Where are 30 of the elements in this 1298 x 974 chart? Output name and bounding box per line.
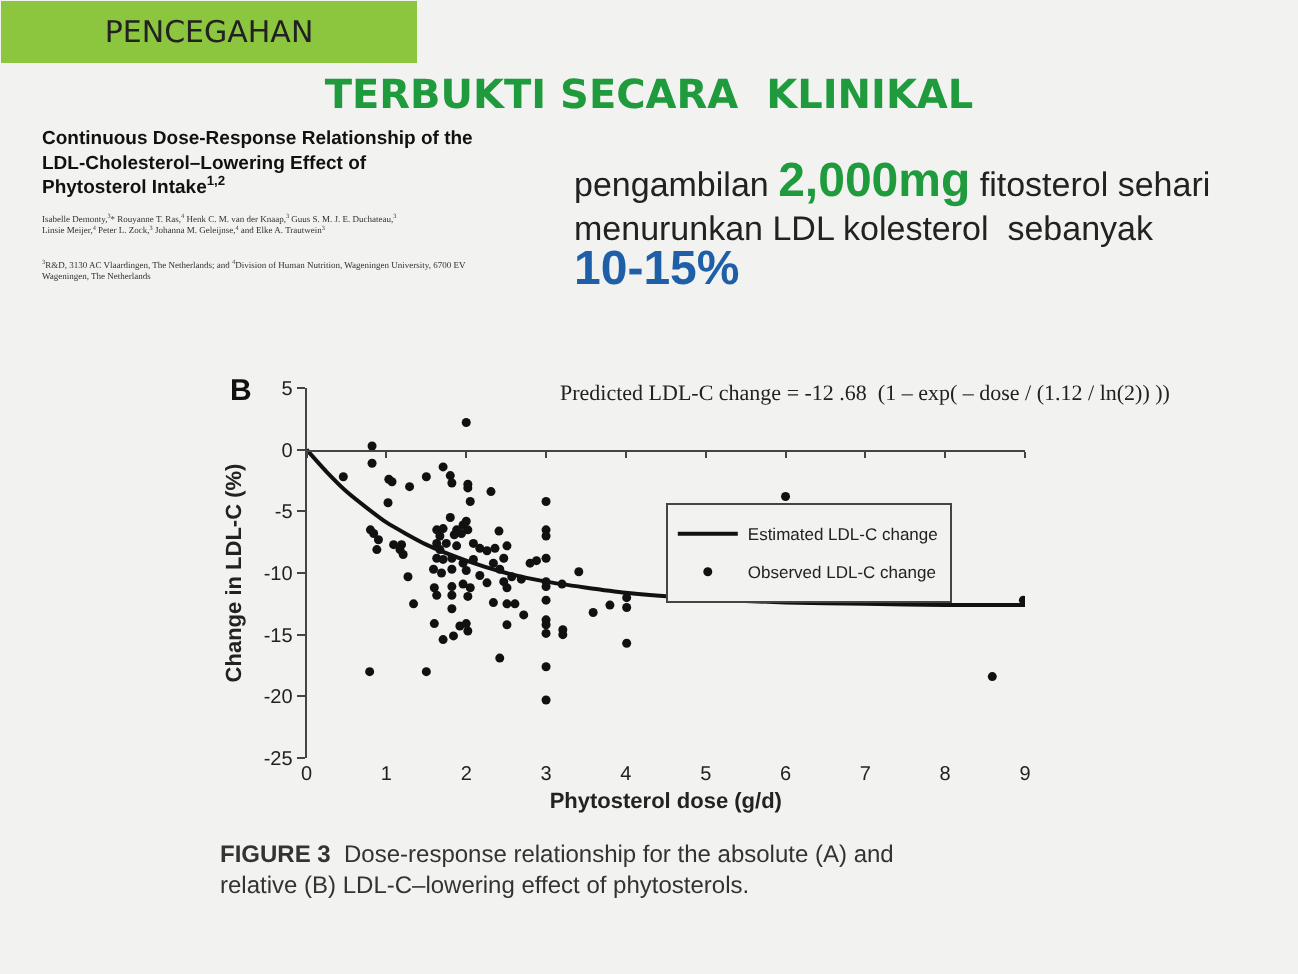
text: Continuous Dose-Response Relationship of the LDL-Cholesterol–Lowering Effect of Phytosterol Intake$^{1,2}$ [42, 128, 473, 200]
text: 10-15% [574, 242, 740, 297]
y-tick-label: 5 [281, 379, 294, 401]
y-tick-label: -10 [263, 564, 294, 586]
legend-label: Estimated LDL-C change [747, 524, 939, 545]
text: pengambilan [574, 166, 769, 204]
annotation: Predicted LDL-C change = -12 .68 (1 – exp( – dose / (1.12 / ln(2)) )) [560, 382, 1171, 406]
x-tick-label: 1 [380, 764, 393, 786]
x-tick-label: 8 [939, 764, 952, 786]
y-tick-label: -25 [263, 749, 294, 771]
caption: FIGURE 3 Dose-response relationship for the absolute (A) and relative (B) LDL-C–lowering effect of phytosterols. [220, 840, 894, 900]
legend-label: Observed LDL-C change [747, 562, 937, 583]
text: PENCEGAHAN [104, 14, 314, 50]
x-axis-title: Phytosterol dose (g/d) [549, 790, 783, 815]
x-tick-label: 3 [540, 764, 553, 786]
y-axis-title: Change in LDL-C (%) [222, 462, 247, 683]
y-tick-label: -5 [274, 502, 294, 525]
y-tick-label: -15 [263, 625, 294, 648]
x-tick-label: 0 [301, 764, 314, 786]
x-tick-label: 9 [1019, 764, 1032, 786]
chart-title: TERBUKTI SECARA KLINIKAL [324, 70, 974, 118]
text: B [230, 374, 252, 408]
y-tick-label: -20 [263, 687, 294, 710]
y-tick-label: 0 [281, 440, 294, 463]
x-tick-label: 7 [859, 764, 872, 786]
x-tick-label: 6 [779, 764, 792, 786]
text: 2,000mg [778, 154, 971, 208]
x-tick-label: 4 [620, 764, 633, 786]
x-tick-label: 2 [460, 764, 473, 786]
x-tick-label: 5 [700, 764, 713, 786]
